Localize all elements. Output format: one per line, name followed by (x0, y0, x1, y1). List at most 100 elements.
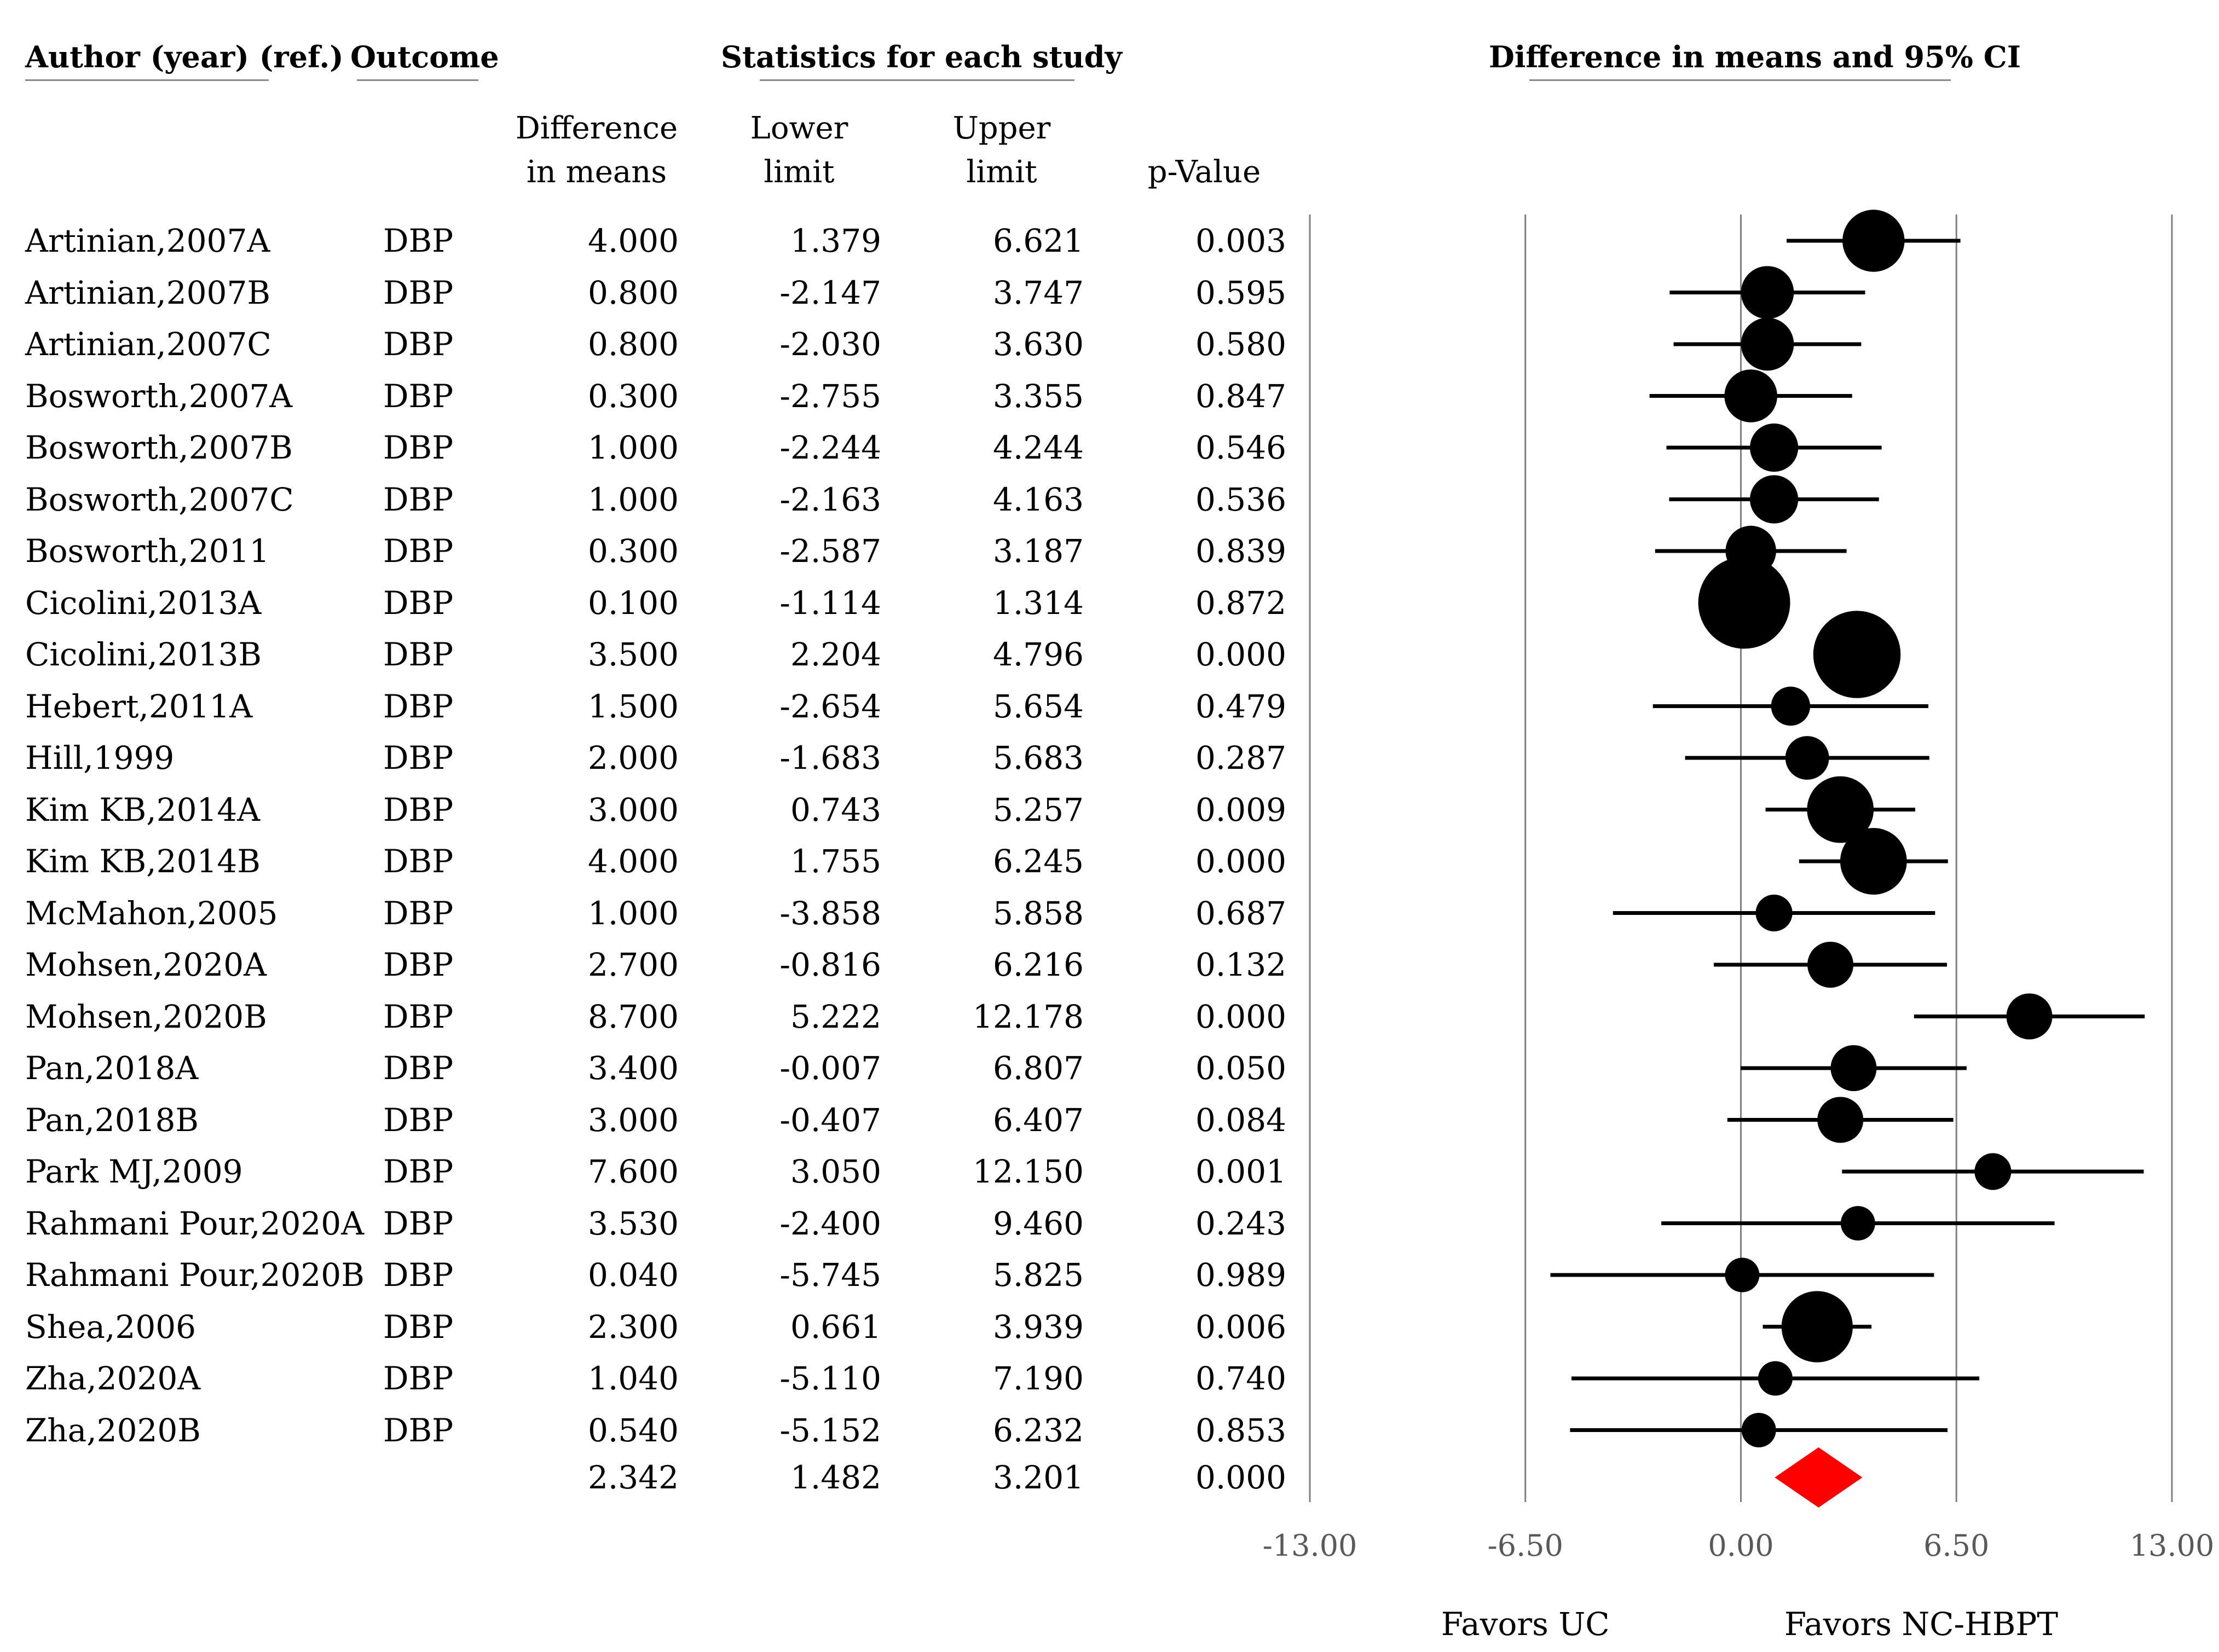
study-lower: 1.755 (790, 843, 881, 880)
study-pvalue: 0.243 (1195, 1204, 1286, 1242)
study-upper: 3.630 (992, 326, 1084, 363)
study-pvalue: 0.847 (1195, 377, 1286, 415)
study-lower: -1.114 (779, 584, 881, 622)
study-marker (1749, 475, 1799, 524)
study-marker (1807, 776, 1874, 843)
study-pvalue: 0.989 (1195, 1256, 1286, 1294)
study-diff: 7.600 (587, 1153, 679, 1190)
study-outcome: DBP (383, 584, 454, 622)
study-lower: -2.244 (779, 429, 881, 466)
study-lower: -0.007 (779, 1050, 881, 1087)
study-lower: 0.661 (790, 1308, 881, 1346)
subheader-lower-line1: Lower (750, 111, 848, 146)
study-marker (1817, 1097, 1864, 1143)
study-pvalue: 0.084 (1195, 1101, 1286, 1139)
study-pvalue: 0.000 (1195, 636, 1286, 673)
study-upper: 5.858 (992, 894, 1084, 932)
study-pvalue: 0.479 (1195, 687, 1286, 725)
study-lower: -2.755 (779, 377, 881, 415)
study-marker (1840, 828, 1907, 895)
study-upper: 9.460 (992, 1204, 1084, 1242)
study-marker (1698, 557, 1790, 649)
study-marker (1830, 1045, 1877, 1091)
study-lower: -5.745 (779, 1256, 881, 1294)
study-upper: 12.150 (973, 1153, 1084, 1190)
study-lower: -2.147 (779, 274, 881, 311)
study-upper: 4.163 (992, 480, 1084, 518)
x-tick-label: 0.00 (1708, 1528, 1773, 1563)
study-name: Hebert,2011A (25, 687, 253, 725)
study-lower: -2.030 (779, 326, 881, 363)
study-lower: 3.050 (790, 1153, 881, 1190)
study-diff: 8.700 (587, 998, 679, 1035)
x-tick-label: 13.00 (2130, 1528, 2215, 1563)
study-outcome: DBP (383, 1101, 454, 1139)
x-tick-label: -13.00 (1263, 1528, 1357, 1563)
study-upper: 6.232 (992, 1411, 1084, 1449)
study-outcome: DBP (383, 326, 454, 363)
study-name: Mohsen,2020A (25, 946, 267, 983)
study-name: Kim KB,2014B (25, 843, 261, 880)
study-upper: 4.244 (992, 429, 1084, 466)
study-diff: 1.000 (587, 480, 679, 518)
study-diff: 4.000 (587, 843, 679, 880)
study-marker (1724, 369, 1777, 422)
study-diff: 0.540 (587, 1411, 679, 1449)
study-name: Rahmani Pour,2020A (25, 1204, 365, 1242)
study-marker (1741, 317, 1794, 371)
study-marker (1785, 736, 1829, 780)
summary-lower: 1.482 (790, 1459, 881, 1496)
header-outcome: Outcome (350, 39, 499, 74)
study-upper: 6.407 (992, 1101, 1084, 1139)
study-outcome: DBP (383, 946, 454, 983)
subheader-lower: Lower limit (712, 107, 887, 194)
study-marker (1840, 1206, 1875, 1241)
header-author-underline (25, 79, 269, 81)
study-outcome: DBP (383, 1256, 454, 1294)
study-lower: 2.204 (790, 636, 881, 673)
study-diff: 1.040 (587, 1360, 679, 1397)
study-lower: -2.654 (779, 687, 881, 725)
study-upper: 3.187 (992, 532, 1084, 570)
study-outcome: DBP (383, 1308, 454, 1346)
study-upper: 5.257 (992, 791, 1084, 828)
header-outcome-underline (357, 79, 478, 81)
study-outcome: DBP (383, 687, 454, 725)
study-outcome: DBP (383, 1411, 454, 1449)
study-marker (1749, 423, 1799, 472)
study-lower: 5.222 (790, 998, 881, 1035)
study-pvalue: 0.546 (1195, 429, 1286, 466)
header-ci-underline (1529, 79, 1951, 81)
favors-right-label: Favors NC-HBPT (1784, 1605, 2058, 1643)
study-name: McMahon,2005 (25, 894, 278, 932)
study-name: Pan,2018A (25, 1050, 199, 1087)
study-name: Rahmani Pour,2020B (25, 1256, 365, 1294)
subheader-lower-line2: limit (764, 154, 835, 190)
study-name: Bosworth,2007B (25, 429, 293, 466)
study-pvalue: 0.580 (1195, 326, 1286, 363)
study-pvalue: 0.050 (1195, 1050, 1286, 1087)
study-name: Park MJ,2009 (25, 1153, 243, 1190)
study-upper: 6.245 (992, 843, 1084, 880)
study-pvalue: 0.872 (1195, 584, 1286, 622)
study-name: Mohsen,2020B (25, 998, 267, 1035)
study-upper: 12.178 (973, 998, 1084, 1035)
study-name: Cicolini,2013A (25, 584, 262, 622)
summary-diff: 2.342 (587, 1459, 679, 1496)
study-name: Artinian,2007C (25, 326, 271, 363)
study-diff: 0.040 (587, 1256, 679, 1294)
study-pvalue: 0.839 (1195, 532, 1286, 570)
study-lower: -2.400 (779, 1204, 881, 1242)
study-outcome: DBP (383, 377, 454, 415)
study-name: Shea,2006 (25, 1308, 197, 1346)
header-statistics-underline (760, 79, 1074, 81)
study-lower: 0.743 (790, 791, 881, 828)
study-diff: 1.500 (587, 687, 679, 725)
study-diff: 0.100 (587, 584, 679, 622)
study-name: Artinian,2007B (25, 274, 270, 311)
study-pvalue: 0.003 (1195, 222, 1286, 259)
study-diff: 2.300 (587, 1308, 679, 1346)
study-diff: 3.530 (587, 1204, 679, 1242)
study-name: Zha,2020B (25, 1411, 201, 1449)
